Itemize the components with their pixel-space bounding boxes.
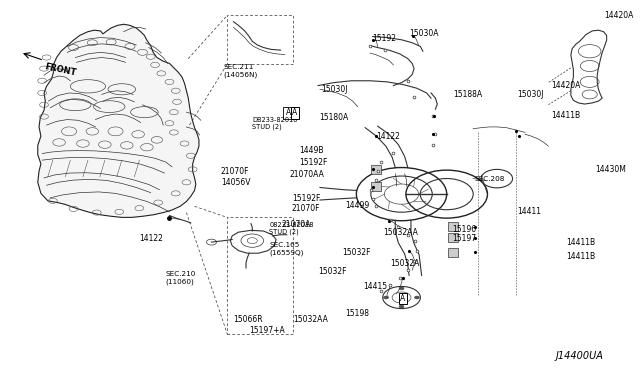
Text: 14411B: 14411B bbox=[566, 252, 595, 262]
Text: 14411: 14411 bbox=[517, 206, 541, 216]
Text: STUD (2): STUD (2) bbox=[252, 124, 282, 130]
Polygon shape bbox=[38, 24, 199, 217]
Text: (14056N): (14056N) bbox=[223, 72, 258, 78]
Text: 14415: 14415 bbox=[364, 282, 387, 291]
Text: FRONT: FRONT bbox=[44, 62, 77, 78]
Text: 15180A: 15180A bbox=[319, 113, 348, 122]
Text: 15032F: 15032F bbox=[342, 248, 371, 257]
Text: 14430M: 14430M bbox=[595, 165, 626, 174]
Text: A: A bbox=[400, 294, 405, 303]
Text: (16559Q): (16559Q) bbox=[269, 250, 303, 256]
Text: 14122: 14122 bbox=[376, 132, 401, 141]
Bar bbox=[371, 165, 381, 174]
Text: 08233-82018: 08233-82018 bbox=[269, 222, 314, 228]
Text: 15032AA: 15032AA bbox=[383, 228, 417, 237]
Text: 21070F: 21070F bbox=[292, 203, 320, 213]
Text: SEC.208: SEC.208 bbox=[475, 176, 506, 182]
Text: 15066R: 15066R bbox=[234, 315, 263, 324]
Bar bbox=[448, 248, 458, 257]
Text: 15192: 15192 bbox=[372, 34, 397, 43]
Circle shape bbox=[415, 296, 419, 299]
Text: 15192F: 15192F bbox=[292, 194, 320, 203]
Text: 14499: 14499 bbox=[345, 201, 369, 211]
Circle shape bbox=[399, 287, 404, 290]
Text: STUD (2): STUD (2) bbox=[269, 228, 299, 235]
Text: (11060): (11060) bbox=[166, 279, 195, 285]
Text: 14411B: 14411B bbox=[552, 111, 580, 121]
Text: SEC.165: SEC.165 bbox=[269, 242, 300, 248]
Bar bbox=[448, 222, 458, 231]
Text: 15188A: 15188A bbox=[453, 90, 482, 99]
Circle shape bbox=[383, 296, 388, 299]
Text: 15030A: 15030A bbox=[409, 29, 438, 38]
Text: 15032AA: 15032AA bbox=[293, 315, 328, 324]
Text: 15192F: 15192F bbox=[300, 158, 328, 167]
Text: 21070A: 21070A bbox=[282, 220, 311, 229]
Text: 14420A: 14420A bbox=[604, 11, 634, 20]
Circle shape bbox=[399, 305, 404, 308]
Text: A: A bbox=[292, 108, 298, 118]
Text: 14122: 14122 bbox=[140, 234, 163, 243]
Text: J14400UA: J14400UA bbox=[556, 351, 604, 361]
Text: SEC.210: SEC.210 bbox=[166, 271, 196, 277]
Text: 15032A: 15032A bbox=[390, 259, 420, 268]
Text: SEC.211: SEC.211 bbox=[223, 64, 254, 70]
Text: 21070AA: 21070AA bbox=[290, 170, 324, 179]
Text: DB233-82010: DB233-82010 bbox=[252, 117, 298, 123]
Text: 1449B: 1449B bbox=[300, 146, 324, 155]
Bar bbox=[448, 233, 458, 242]
Text: 15030J: 15030J bbox=[321, 85, 348, 94]
Text: 15196: 15196 bbox=[452, 225, 476, 234]
Text: 14056V: 14056V bbox=[221, 178, 250, 187]
Text: 15198: 15198 bbox=[345, 309, 369, 318]
Text: 15197: 15197 bbox=[452, 234, 476, 243]
Text: 21070F: 21070F bbox=[221, 167, 250, 176]
Bar bbox=[371, 182, 381, 191]
Text: A: A bbox=[286, 108, 291, 118]
Text: 15197+A: 15197+A bbox=[249, 326, 285, 335]
Text: 14420A: 14420A bbox=[552, 81, 581, 90]
Text: 15032F: 15032F bbox=[318, 267, 347, 276]
Text: 15030J: 15030J bbox=[517, 90, 543, 99]
Text: 14411B: 14411B bbox=[566, 238, 595, 247]
